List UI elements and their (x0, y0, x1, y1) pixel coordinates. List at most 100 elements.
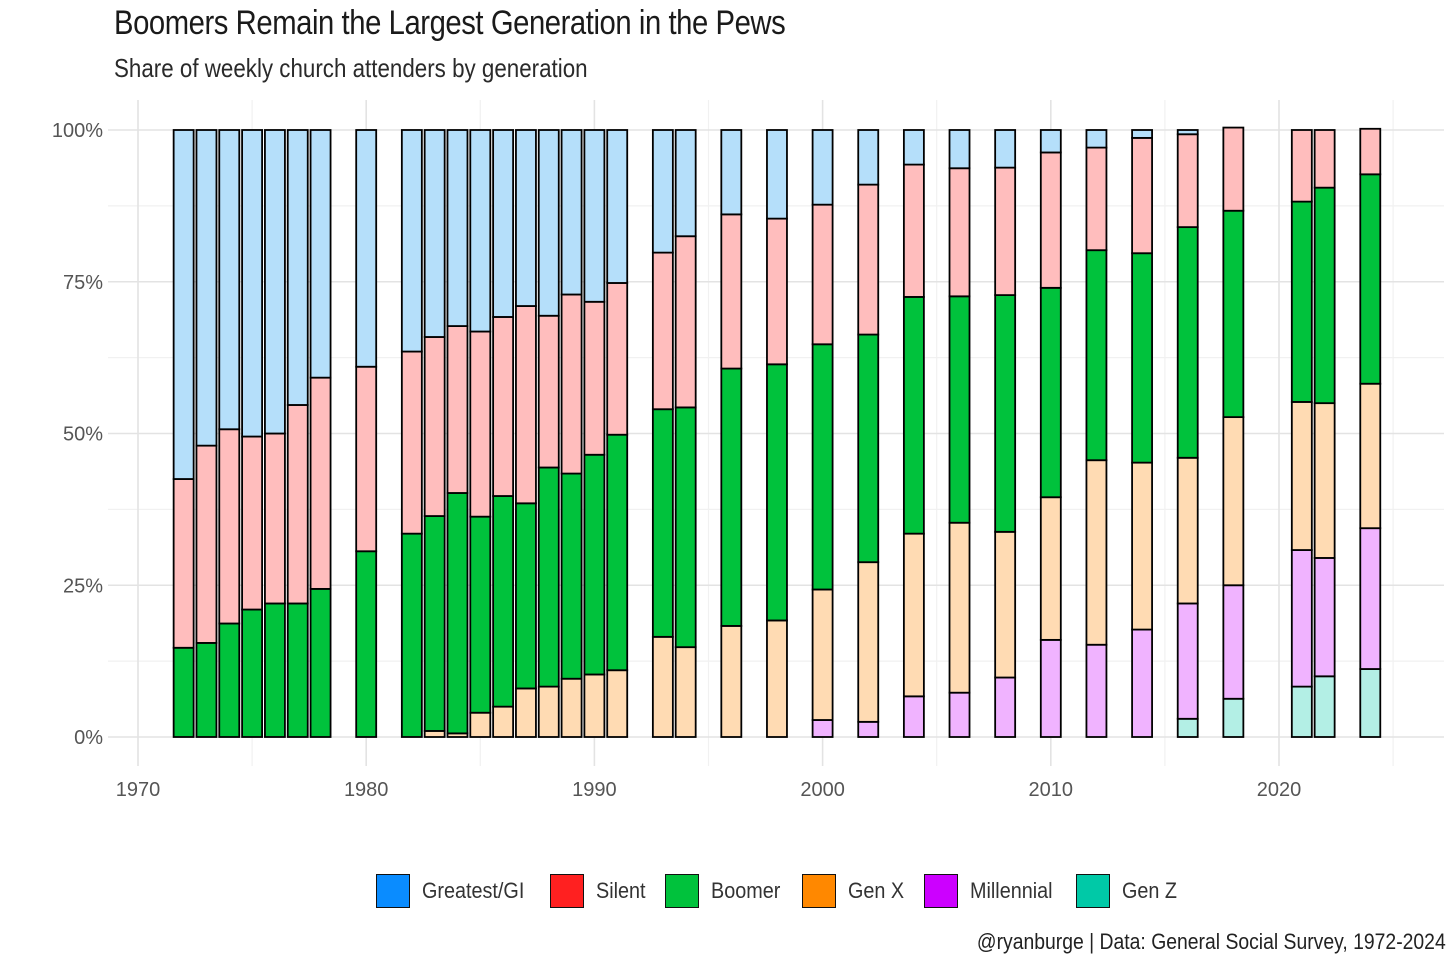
bar-segment-millennial-2002 (857, 720, 880, 738)
bar-segment-boomer-1972 (172, 646, 195, 738)
bar-segment-boomer-1986 (492, 495, 515, 708)
legend-swatch-gen-z (1075, 874, 1110, 908)
bar-segment-greatest-gi-1990 (583, 129, 606, 303)
bar-segment-silent-2016 (1176, 133, 1199, 229)
bar-segment-silent-1994 (674, 235, 697, 409)
bar-segment-boomer-1973 (195, 642, 218, 738)
x-tick-label: 2000 (800, 779, 845, 801)
bar-segment-silent-1990 (583, 300, 606, 456)
bar-segment-greatest-gi-1984 (446, 129, 469, 327)
bar-segment-silent-2018 (1222, 126, 1245, 212)
bar-segment-boomer-2002 (857, 333, 880, 564)
bar-segment-boomer-2000 (811, 343, 834, 591)
bar-segment-millennial-2018 (1222, 584, 1245, 700)
legend-swatch-boomer (664, 874, 699, 908)
bar-segment-silent-1975 (241, 435, 264, 611)
bar-segment-greatest-gi-1994 (674, 129, 697, 238)
bar-segment-silent-1976 (264, 432, 286, 605)
bar-segment-boomer-2021 (1290, 200, 1313, 403)
bar-segment-millennial-2022 (1313, 557, 1336, 678)
bar-segment-boomer-1991 (606, 433, 629, 672)
bar-segment-greatest-gi-1974 (218, 129, 241, 431)
bar-segment-silent-1973 (195, 444, 218, 644)
legend-item-greatest-gi: Greatest/GI (376, 874, 536, 908)
legend-swatch-gen-x (801, 874, 836, 908)
bar-segment-boomer-2022 (1313, 186, 1336, 405)
bar-segment-gen-x-1990 (583, 673, 606, 738)
bar-segment-silent-2000 (811, 203, 834, 346)
bar-segment-boomer-1996 (720, 367, 743, 627)
y-tick-label: 75% (63, 272, 103, 294)
bar-segment-boomer-1988 (537, 466, 560, 688)
bar-segment-silent-1998 (766, 217, 788, 366)
bar-segment-gen-x-2012 (1085, 459, 1108, 646)
bar-segment-greatest-gi-1993 (651, 129, 674, 254)
y-tick-label: 50% (63, 424, 103, 446)
bar-segment-boomer-1974 (218, 622, 241, 738)
bar-segment-gen-x-2018 (1222, 416, 1245, 587)
bar-segment-boomer-2024 (1359, 173, 1382, 385)
bar-segment-boomer-1987 (515, 502, 537, 690)
bar-segment-gen-x-1986 (492, 705, 515, 738)
bar-segment-boomer-1998 (766, 363, 788, 622)
bar-segment-boomer-1975 (241, 608, 264, 738)
bar-segment-greatest-gi-1976 (264, 129, 286, 435)
bar-segment-silent-1996 (720, 213, 743, 370)
legend-swatch-greatest-gi (376, 874, 410, 908)
bar-segment-gen-x-2014 (1131, 461, 1153, 631)
bar-segment-gen-x-2022 (1313, 402, 1336, 559)
bar-segment-silent-1993 (651, 251, 674, 411)
chart-plot: 0% 25% 50% 75% 100% 1970 1980 1990 2000 2010 2020 (52, 100, 1444, 801)
bar-segment-silent-2002 (857, 183, 880, 336)
bar-segment-greatest-gi-1973 (195, 129, 218, 447)
legend-swatch-millennial (924, 874, 959, 908)
bar-segment-silent-1991 (606, 282, 629, 436)
bar-segment-millennial-2010 (1039, 638, 1062, 738)
bar-segment-boomer-2010 (1039, 286, 1062, 499)
bar-segment-gen-x-2016 (1176, 456, 1199, 605)
bar-segment-greatest-gi-1986 (492, 129, 515, 318)
bar-segment-gen-x-2006 (948, 521, 971, 694)
bar-segment-boomer-2004 (902, 296, 925, 535)
bar-segment-millennial-2014 (1131, 628, 1153, 738)
bar-segment-boomer-2016 (1176, 226, 1199, 459)
bar-segment-silent-2008 (994, 166, 1017, 297)
bar-segment-gen-x-1989 (560, 677, 583, 738)
x-tick-label: 1970 (116, 779, 161, 801)
bar-segment-greatest-gi-1983 (423, 129, 446, 338)
legend-label-gen-x: Gen X (847, 878, 904, 903)
bar-segment-gen-x-1985 (469, 711, 492, 738)
bar-segment-gen-x-2004 (902, 532, 925, 698)
bar-segment-silent-2006 (948, 167, 971, 298)
bar-segment-greatest-gi-2004 (902, 129, 925, 166)
bar-segment-gen-z-2022 (1313, 675, 1336, 738)
bar-segment-greatest-gi-1988 (537, 129, 560, 317)
bar-segment-silent-2004 (902, 163, 925, 298)
bar-segment-millennial-2004 (902, 695, 925, 738)
chart-legend: Greatest/GI Silent Boomer Gen X Millennial Ge… (376, 870, 1197, 912)
bar-segment-silent-1988 (537, 314, 560, 469)
bar-segment-gen-x-1983 (423, 730, 446, 738)
bar-segment-greatest-gi-1982 (400, 129, 423, 353)
x-tick-label: 2010 (1029, 779, 1074, 801)
bar-segment-gen-x-1996 (720, 625, 743, 738)
bar-segment-gen-x-2021 (1290, 401, 1313, 551)
bar-segment-gen-x-2002 (857, 561, 880, 723)
bar-segment-gen-x-1998 (766, 619, 788, 738)
y-tick-label: 0% (74, 727, 103, 749)
bar-segment-gen-z-2021 (1290, 685, 1313, 738)
bar-segment-greatest-gi-2016 (1176, 129, 1199, 136)
bar-segment-silent-2012 (1085, 146, 1108, 252)
bar-segment-silent-1987 (515, 305, 537, 505)
bar-segment-greatest-gi-1975 (241, 129, 264, 438)
bar-segment-boomer-1990 (583, 453, 606, 676)
bar-segment-greatest-gi-1978 (309, 129, 332, 379)
bar-segment-boomer-2012 (1085, 249, 1108, 462)
bar-segment-millennial-2000 (811, 719, 834, 738)
bar-segment-greatest-gi-1989 (560, 129, 583, 296)
legend-item-gen-z: Gen Z (1075, 874, 1183, 908)
bar-segment-boomer-1982 (400, 532, 423, 738)
bar-segment-boomer-1989 (560, 472, 583, 680)
bar-segment-boomer-1994 (674, 406, 697, 649)
bar-segment-greatest-gi-1985 (469, 129, 492, 333)
